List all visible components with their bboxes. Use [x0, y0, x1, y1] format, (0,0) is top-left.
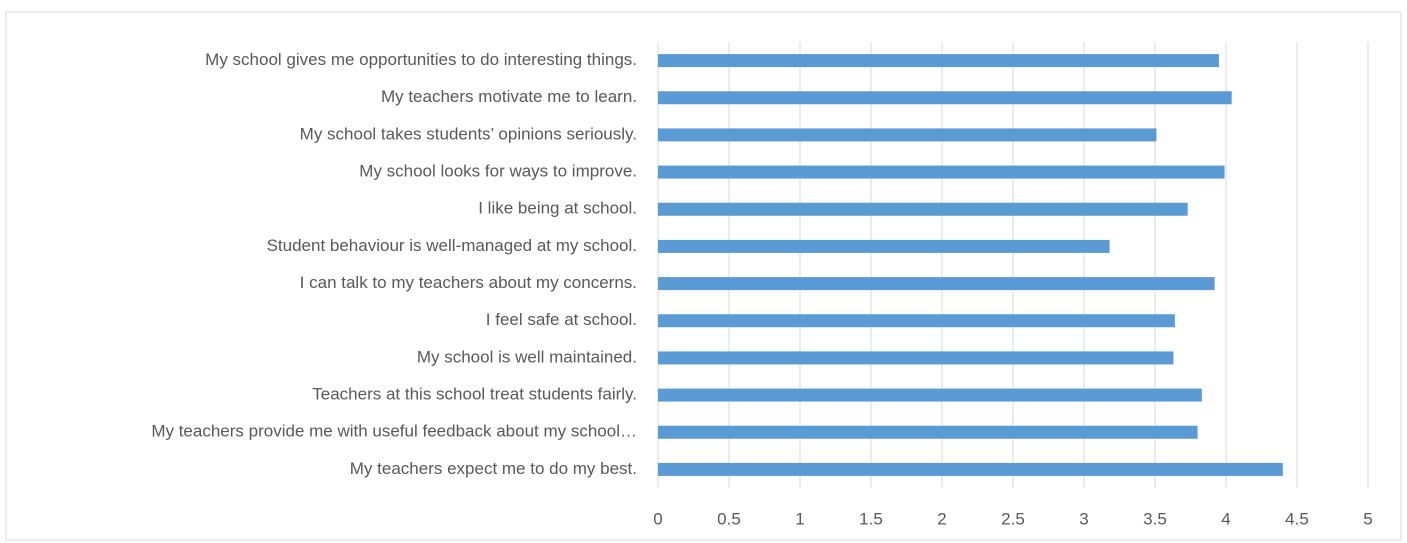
y-tick-label: Student behaviour is well-managed at my … — [267, 236, 637, 255]
x-tick-label: 0.5 — [717, 509, 741, 528]
x-tick-label: 0 — [653, 509, 662, 528]
y-tick-label: I can talk to my teachers about my conce… — [300, 273, 637, 292]
x-tick-label: 4 — [1221, 509, 1230, 528]
bar — [658, 314, 1175, 328]
bar — [658, 277, 1215, 291]
bar — [658, 351, 1174, 365]
y-tick-label: My school is well maintained. — [417, 347, 637, 366]
bar — [658, 128, 1157, 142]
bar — [658, 202, 1188, 216]
y-tick-label: My school gives me opportunities to do i… — [205, 50, 637, 69]
chart-border — [5, 11, 1402, 541]
x-tick-label: 4.5 — [1285, 509, 1309, 528]
x-tick-label: 3 — [1079, 509, 1088, 528]
y-tick-label: I like being at school. — [478, 199, 637, 218]
bar — [658, 165, 1225, 179]
bar — [658, 388, 1202, 402]
y-tick-label: My teachers provide me with useful feedb… — [151, 422, 637, 441]
y-tick-label: My school looks for ways to improve. — [359, 162, 637, 181]
bar — [658, 91, 1232, 105]
y-tick-label: My school takes students’ opinions serio… — [300, 124, 637, 143]
y-tick-label: Teachers at this school treat students f… — [312, 385, 637, 404]
bar — [658, 54, 1219, 68]
y-tick-label: I feel safe at school. — [486, 310, 637, 329]
x-tick-label: 1.5 — [859, 509, 883, 528]
x-tick-label: 5 — [1363, 509, 1372, 528]
x-tick-label: 2.5 — [1001, 509, 1025, 528]
x-tick-label: 2 — [937, 509, 946, 528]
bar — [658, 462, 1283, 476]
x-tick-label: 1 — [795, 509, 804, 528]
bar — [658, 239, 1110, 253]
bar — [658, 425, 1198, 439]
x-tick-label: 3.5 — [1143, 509, 1167, 528]
y-tick-label: My teachers expect me to do my best. — [350, 459, 637, 478]
y-tick-label: My teachers motivate me to learn. — [381, 87, 637, 106]
